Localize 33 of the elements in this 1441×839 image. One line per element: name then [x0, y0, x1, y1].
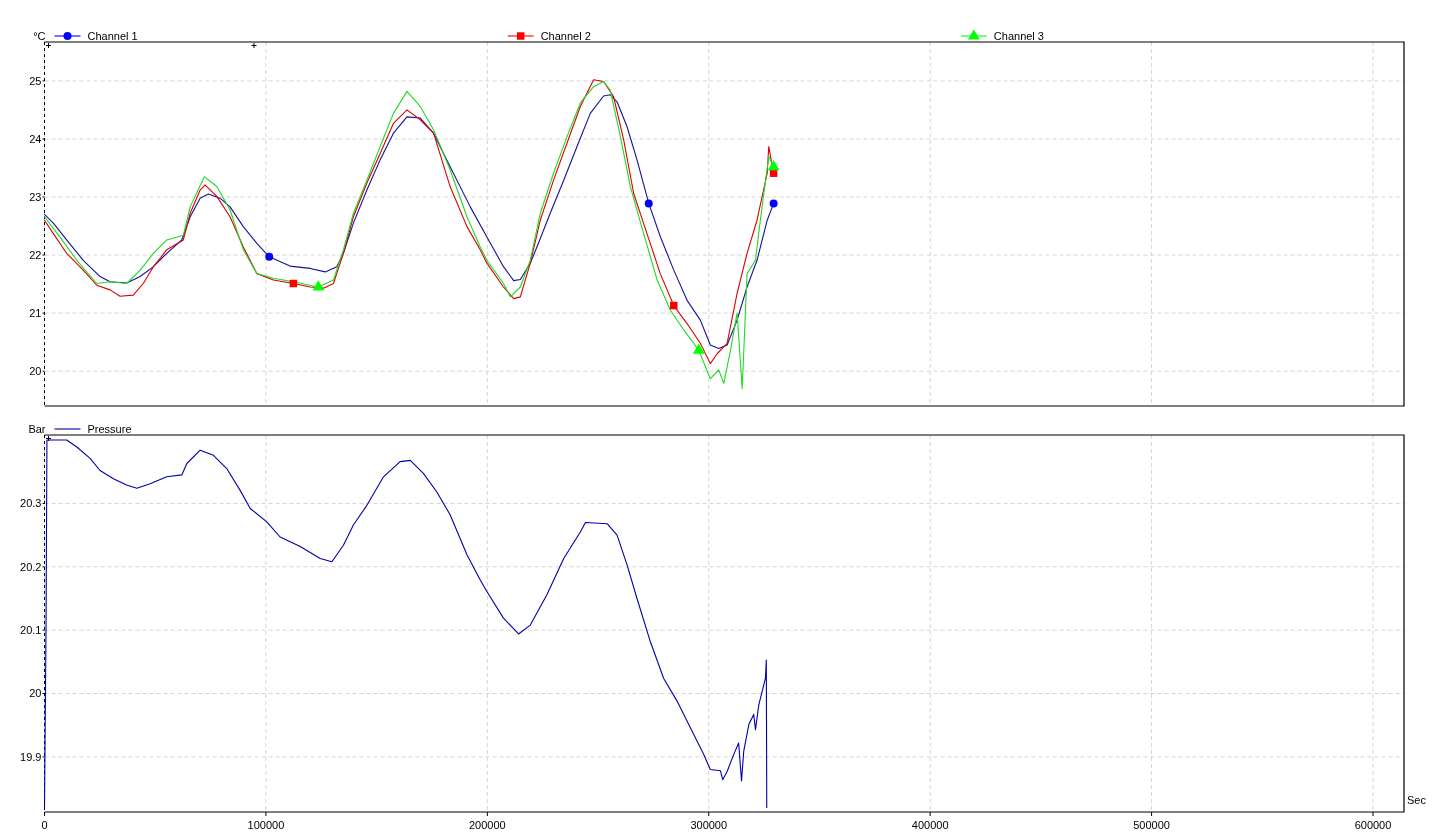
y-tick-label: 22 — [29, 248, 42, 261]
y-tick-label: 23 — [29, 190, 42, 203]
x-tick-label: 100000 — [247, 819, 285, 831]
point — [644, 199, 653, 208]
y-tick-label: 20.3 — [20, 497, 42, 510]
y-tick-label: 20.2 — [20, 560, 42, 573]
legend-label: Channel 2 — [540, 30, 591, 42]
x-tick-label: 500000 — [1133, 819, 1170, 831]
y-axis-title: Bar — [28, 423, 46, 435]
y-tick-label: 25 — [29, 74, 42, 87]
y-tick-label: 19.9 — [20, 750, 42, 763]
x-tick-label: 300000 — [690, 819, 728, 831]
y-tick-label: 20.1 — [20, 624, 42, 636]
legend-label: Channel 1 — [87, 30, 138, 42]
y-tick-label: 21 — [29, 306, 42, 319]
point — [312, 280, 325, 291]
x-axis-title: Sec — [1407, 794, 1427, 806]
point — [767, 160, 780, 171]
x-tick-label: 0 — [41, 819, 48, 831]
y-tick-label: 24 — [29, 132, 42, 145]
point — [670, 301, 678, 310]
point — [265, 252, 274, 261]
y-tick-label: 20 — [29, 365, 42, 378]
point — [769, 199, 778, 208]
y-axis-title: °C — [33, 30, 46, 42]
x-tick-label: 400000 — [911, 819, 949, 831]
point — [692, 343, 705, 354]
y-tick-label: 20 — [29, 687, 42, 700]
x-tick-label: 600000 — [1354, 819, 1392, 831]
x-tick-label: 200000 — [468, 819, 506, 831]
legend-label: Pressure — [87, 423, 132, 435]
legend-label: Channel 3 — [993, 30, 1044, 42]
line-series — [43, 439, 768, 809]
